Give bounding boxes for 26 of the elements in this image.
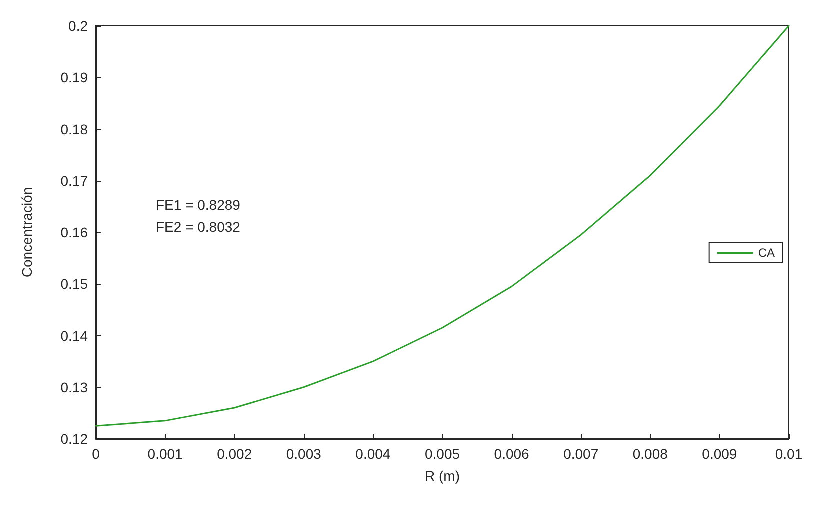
x-tick-label: 0.009 xyxy=(702,446,738,462)
x-tick-label: 0 xyxy=(92,446,100,462)
y-axis-title: Concentración xyxy=(19,187,35,278)
y-tick-label: 0.17 xyxy=(60,172,88,189)
y-tick-label: 0.13 xyxy=(60,379,88,396)
y-tick-label: 0.15 xyxy=(60,276,88,292)
y-tick-label: 0.12 xyxy=(60,431,88,447)
annotation: FE2 = 0.8032 xyxy=(156,219,241,235)
y-tick-label: 0.18 xyxy=(60,121,88,138)
x-axis-title: R (m) xyxy=(425,468,460,484)
x-tick-label: 0.007 xyxy=(564,446,599,462)
x-tick-label: 0.01 xyxy=(775,446,803,462)
x-tick-label: 0.003 xyxy=(286,446,322,462)
x-tick-label: 0.008 xyxy=(632,446,668,462)
x-tick-label: 0.004 xyxy=(356,446,391,462)
y-tick-label: 0.2 xyxy=(68,18,88,34)
y-tick-label: 0.19 xyxy=(60,70,88,86)
x-tick-label: 0.002 xyxy=(217,446,252,462)
annotation: FE1 = 0.8289 xyxy=(156,197,241,213)
x-tick-label: 0.005 xyxy=(424,446,460,462)
x-tick-label: 0.006 xyxy=(494,446,530,462)
legend-label: CA xyxy=(758,246,775,260)
line-series xyxy=(95,25,790,427)
y-tick-label: 0.16 xyxy=(60,224,88,240)
y-tick-label: 0.14 xyxy=(60,328,88,344)
x-tick-label: 0.001 xyxy=(148,446,184,462)
